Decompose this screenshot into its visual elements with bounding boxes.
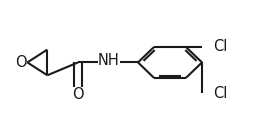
Text: Cl: Cl [213,86,227,101]
Text: O: O [15,55,27,70]
Text: Cl: Cl [213,40,227,54]
Text: NH: NH [98,53,120,68]
Text: O: O [72,87,84,102]
